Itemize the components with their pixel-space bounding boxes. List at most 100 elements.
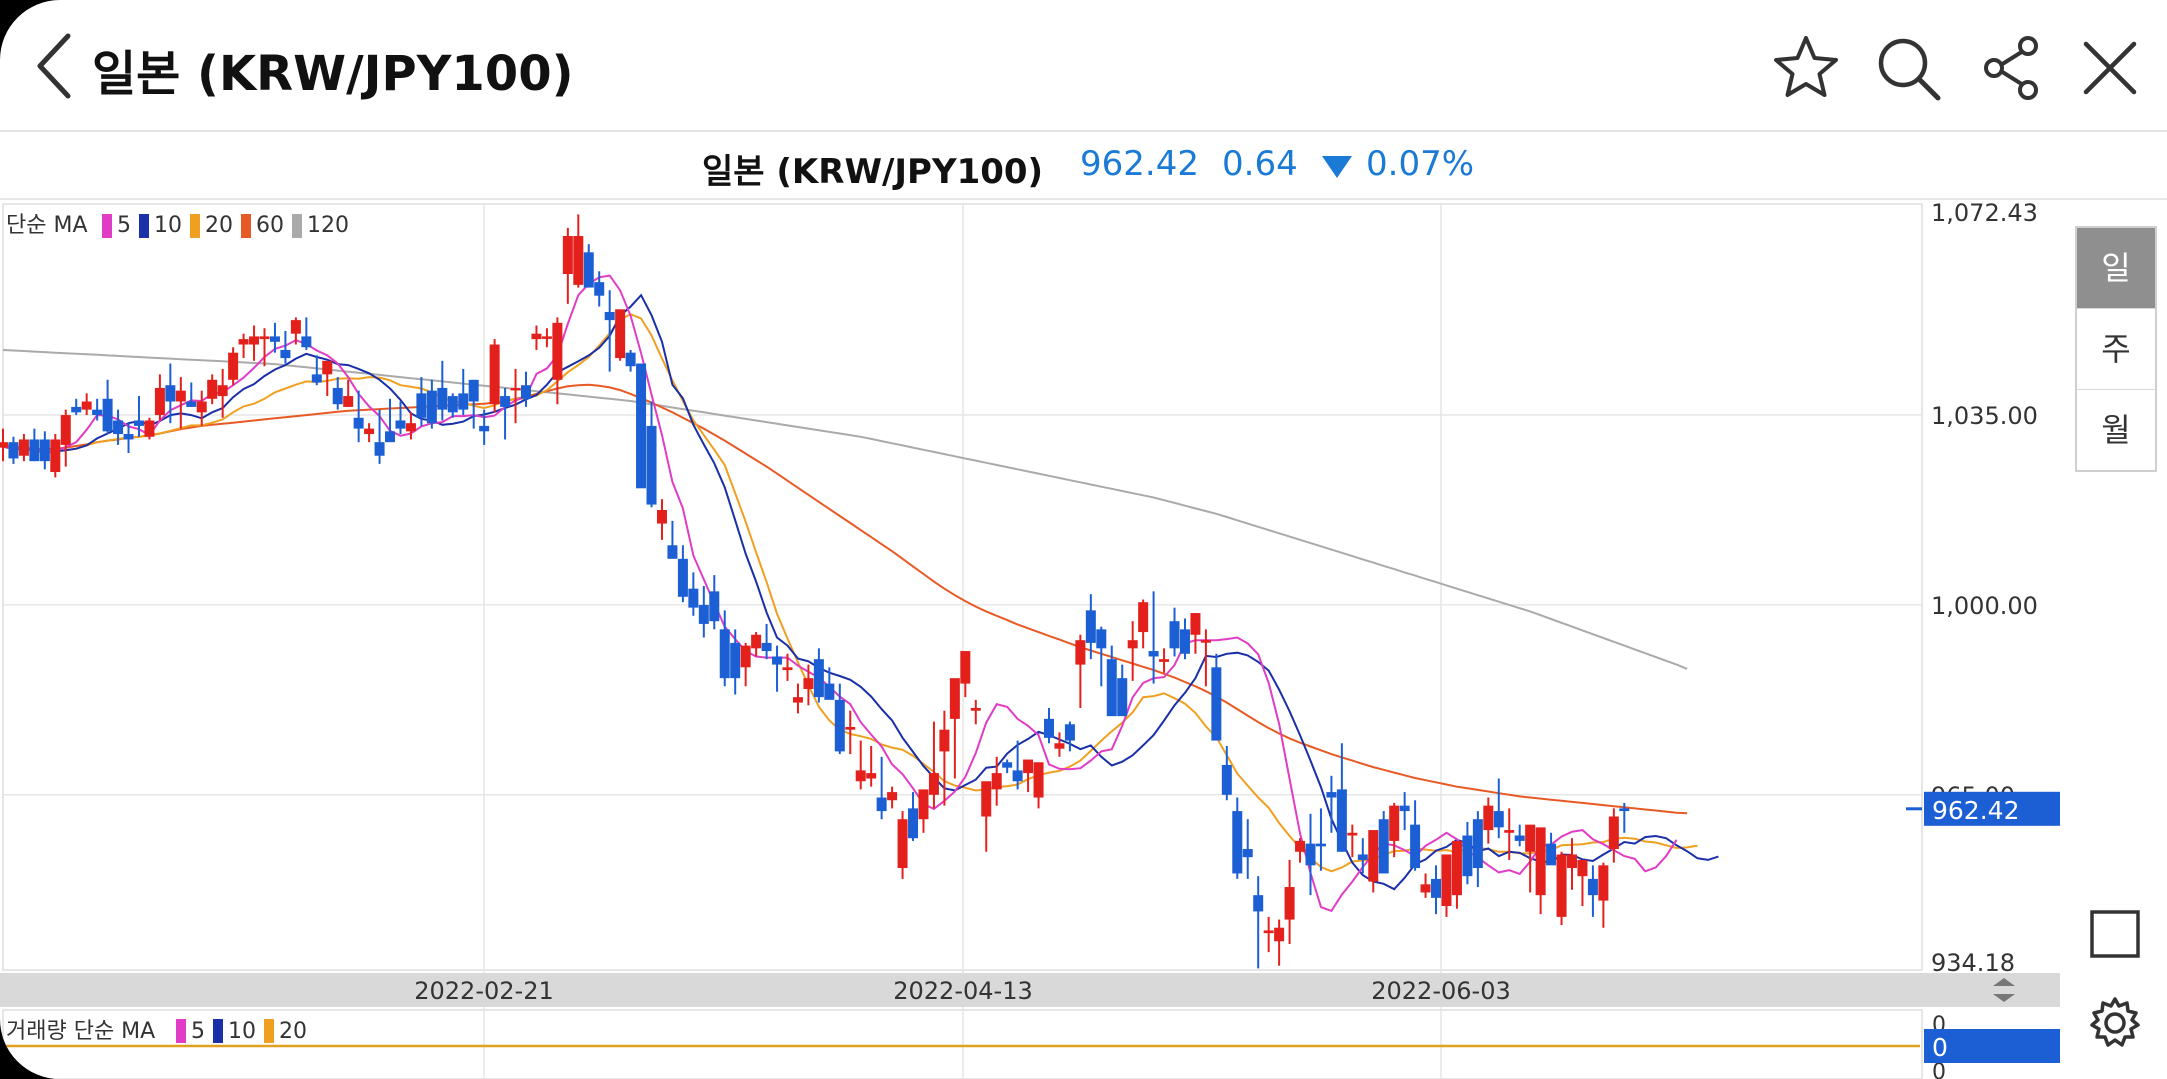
candle-body[interactable] [792, 697, 803, 703]
candle-body[interactable] [343, 396, 354, 407]
candle-body[interactable] [1148, 651, 1159, 657]
candle-body[interactable] [1075, 640, 1086, 665]
tab-weekly[interactable]: 주 [2077, 308, 2155, 389]
candle-body[interactable] [1483, 805, 1494, 831]
candle-body[interactable] [541, 336, 552, 339]
candle-body[interactable] [573, 236, 584, 285]
candle-body[interactable] [1567, 854, 1577, 869]
candle-body[interactable] [186, 401, 197, 407]
candle-body[interactable] [426, 390, 437, 424]
candle-body[interactable] [656, 509, 667, 524]
candle-body[interactable] [290, 320, 301, 334]
candle-body[interactable] [8, 442, 19, 459]
candle-body[interactable] [1556, 854, 1567, 917]
candle-body[interactable] [1253, 895, 1264, 912]
candle-body[interactable] [1525, 824, 1536, 852]
candle-body[interactable] [1399, 805, 1410, 812]
candle-body[interactable] [144, 420, 155, 437]
chevron-left-icon[interactable] [28, 28, 88, 104]
candle-body[interactable] [1012, 770, 1023, 782]
candle-body[interactable] [1608, 816, 1619, 850]
candle-body[interactable] [165, 385, 176, 402]
candle-body[interactable] [866, 773, 877, 779]
share-icon[interactable] [1974, 30, 2050, 106]
candle-body[interactable] [18, 439, 29, 456]
candle-body[interactable] [740, 645, 751, 668]
candle-body[interactable] [688, 588, 699, 608]
candle-body[interactable] [29, 439, 40, 462]
candle-body[interactable] [897, 819, 908, 869]
candle-body[interactable] [908, 808, 919, 839]
gear-icon[interactable] [2086, 994, 2144, 1052]
candle-body[interactable] [0, 442, 8, 448]
candle-body[interactable] [60, 415, 71, 445]
candle-body[interactable] [1305, 843, 1316, 866]
candle-body[interactable] [1023, 759, 1034, 774]
candle-body[interactable] [353, 417, 364, 429]
candle-body[interactable] [81, 401, 92, 410]
candle-body[interactable] [301, 336, 312, 348]
candle-body[interactable] [71, 406, 82, 413]
candle-body[interactable] [1033, 762, 1044, 798]
candle-body[interactable] [1378, 819, 1389, 874]
candle-body[interactable] [928, 773, 939, 795]
candle-body[interactable] [970, 708, 981, 711]
candle-body[interactable] [479, 425, 490, 432]
candle-body[interactable] [374, 442, 385, 456]
candle-body[interactable] [133, 420, 144, 426]
candle-body[interactable] [458, 393, 469, 410]
candle-body[interactable] [1295, 840, 1306, 852]
candle-body[interactable] [531, 333, 542, 340]
tab-daily[interactable]: 일 [2077, 228, 2155, 308]
candle-body[interactable] [1598, 865, 1609, 901]
candle-body[interactable] [1159, 659, 1170, 662]
candle-body[interactable] [437, 387, 448, 410]
candle-body[interactable] [39, 439, 50, 462]
candle-body[interactable] [1441, 854, 1452, 907]
candle-body[interactable] [1284, 887, 1295, 920]
candle-body[interactable] [311, 374, 322, 383]
search-icon[interactable] [1870, 30, 1946, 106]
candle-body[interactable] [1096, 629, 1107, 649]
candle-body[interactable] [259, 336, 270, 340]
candle-body[interactable] [604, 311, 615, 321]
candle-body[interactable] [1106, 659, 1117, 717]
candle-body[interactable] [949, 678, 960, 719]
square-icon[interactable] [2086, 906, 2144, 964]
candle-body[interactable] [1357, 854, 1368, 860]
candle-body[interactable] [1002, 762, 1013, 768]
candle-body[interactable] [1211, 667, 1222, 741]
candle-body[interactable] [1221, 764, 1232, 795]
candle-body[interactable] [489, 344, 500, 405]
candle-body[interactable] [719, 629, 730, 679]
candle-body[interactable] [1242, 849, 1253, 858]
candle-body[interactable] [1514, 835, 1525, 841]
candle-body[interactable] [960, 651, 971, 684]
candle-body[interactable] [1336, 789, 1347, 852]
candle-body[interactable] [834, 699, 845, 752]
candle-body[interactable] [1587, 878, 1598, 896]
candle-body[interactable] [615, 309, 626, 359]
candle-body[interactable] [1389, 805, 1400, 841]
candle-body[interactable] [1472, 819, 1483, 869]
candle-body[interactable] [207, 379, 218, 399]
candle-body[interactable] [1169, 621, 1180, 649]
candle-body[interactable] [751, 634, 762, 649]
candle-body[interactable] [154, 387, 165, 416]
candle-body[interactable] [1190, 613, 1201, 635]
candle-body[interactable] [269, 336, 280, 342]
candle-body[interactable] [667, 545, 678, 559]
candle-body[interactable] [175, 390, 186, 402]
candle-body[interactable] [468, 379, 479, 402]
candle-body[interactable] [1493, 811, 1504, 828]
candle-body[interactable] [845, 726, 856, 730]
candle-body[interactable] [1263, 930, 1274, 934]
candle-body[interactable] [249, 336, 260, 345]
candle-body[interactable] [1054, 743, 1065, 749]
candle-body[interactable] [1326, 792, 1337, 798]
candle-body[interactable] [196, 401, 207, 413]
candle-body[interactable] [803, 678, 814, 690]
candle-body[interactable] [92, 409, 103, 416]
candle-body[interactable] [1431, 878, 1442, 898]
candle-body[interactable] [1347, 832, 1358, 836]
